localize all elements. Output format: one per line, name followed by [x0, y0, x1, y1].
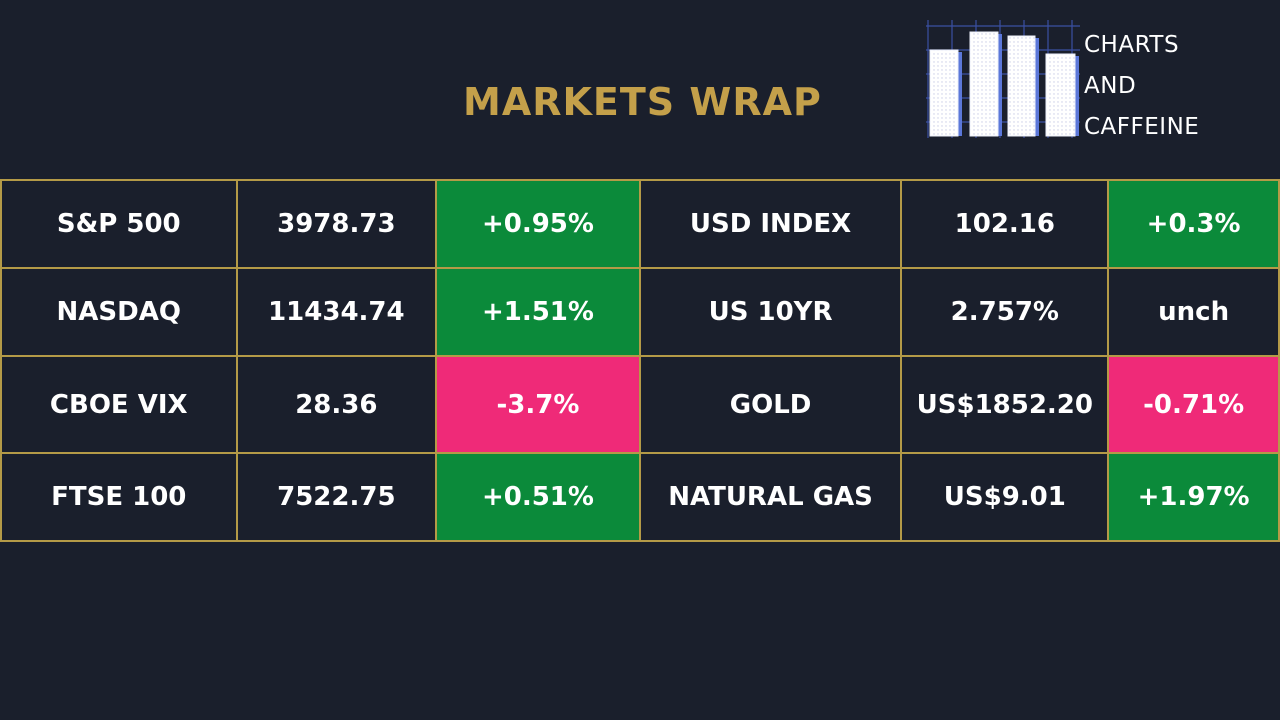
table-row: CBOE VIX 28.36 -3.7% GOLD US$1852.20 -0.… [0, 355, 1280, 454]
brand-line-1: CHARTS [1084, 32, 1180, 58]
instrument-value: 2.757% [900, 267, 1110, 357]
table-row: S&P 500 3978.73 +0.95% USD INDEX 102.16 … [0, 179, 1280, 269]
instrument-change: +0.51% [435, 452, 641, 542]
instrument-value: 28.36 [235, 355, 438, 454]
instrument-name: GOLD [638, 355, 903, 454]
instrument-name: FTSE 100 [0, 452, 238, 542]
bar-chart-icon [926, 20, 1080, 138]
instrument-name: NATURAL GAS [638, 452, 903, 542]
instrument-change: +1.97% [1107, 452, 1280, 542]
instrument-value: US$1852.20 [900, 355, 1110, 454]
instrument-value: US$9.01 [900, 452, 1110, 542]
brand-logo: CHARTS AND CAFFEINE [924, 16, 1224, 146]
instrument-change: +0.95% [435, 179, 641, 269]
instrument-value: 102.16 [900, 179, 1110, 269]
instrument-change: +0.3% [1107, 179, 1280, 269]
instrument-name: S&P 500 [0, 179, 238, 269]
table-row: FTSE 100 7522.75 +0.51% NATURAL GAS US$9… [0, 452, 1280, 542]
instrument-value: 7522.75 [235, 452, 438, 542]
instrument-name: US 10YR [638, 267, 903, 357]
brand-line-2: AND [1084, 73, 1137, 99]
table-row: NASDAQ 11434.74 +1.51% US 10YR 2.757% un… [0, 267, 1280, 357]
instrument-name: USD INDEX [638, 179, 903, 269]
markets-table: S&P 500 3978.73 +0.95% USD INDEX 102.16 … [0, 179, 1280, 542]
page-title: MARKETS WRAP [463, 80, 822, 124]
instrument-change: -3.7% [435, 355, 641, 454]
instrument-value: 3978.73 [235, 179, 438, 269]
instrument-name: NASDAQ [0, 267, 238, 357]
instrument-change: +1.51% [435, 267, 641, 357]
brand-name: CHARTS AND CAFFEINE [1084, 25, 1199, 148]
brand-line-3: CAFFEINE [1084, 114, 1200, 140]
instrument-name: CBOE VIX [0, 355, 238, 454]
instrument-value: 11434.74 [235, 267, 438, 357]
instrument-change: unch [1107, 267, 1280, 357]
instrument-change: -0.71% [1107, 355, 1280, 454]
